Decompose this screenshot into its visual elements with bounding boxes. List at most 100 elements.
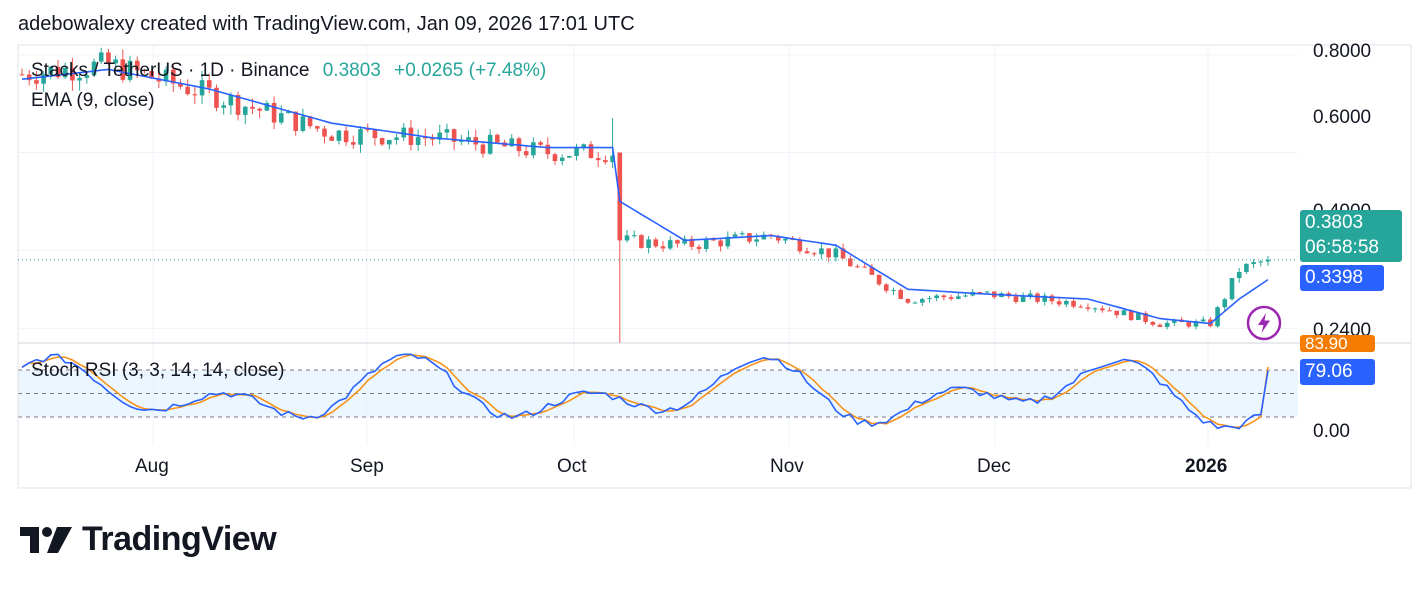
- candle-up: [783, 238, 788, 241]
- rsi-value-tag: 79.06: [1300, 359, 1375, 385]
- candle-down: [718, 240, 723, 247]
- candle-up: [1200, 319, 1206, 322]
- candle-down: [876, 274, 882, 285]
- time-label: Aug: [135, 456, 169, 477]
- candle-down: [603, 160, 608, 163]
- candle-down: [826, 248, 831, 258]
- candle-up: [1265, 259, 1271, 262]
- candle-down: [545, 144, 551, 155]
- candle-up: [703, 239, 709, 249]
- candle-up: [286, 111, 291, 114]
- candle-up: [984, 291, 990, 293]
- candle-down: [711, 239, 716, 241]
- candle-up: [300, 116, 306, 131]
- time-label: Oct: [557, 456, 587, 477]
- candle-up: [912, 302, 918, 304]
- candle-down: [639, 235, 644, 248]
- candle-up: [1229, 278, 1235, 300]
- candle-up: [1164, 322, 1170, 327]
- candle-down: [142, 70, 147, 72]
- symbol-name[interactable]: Stacks / TetherUS · 1D · Binance: [31, 60, 310, 81]
- candle-down: [977, 292, 983, 294]
- candle-down: [797, 239, 803, 252]
- candle-down: [250, 106, 255, 109]
- grid: [18, 45, 1298, 445]
- candle-up: [1236, 272, 1242, 279]
- candle-up: [1172, 319, 1177, 323]
- price-tick: 0.8000: [1313, 41, 1372, 62]
- candle-down: [1049, 295, 1055, 302]
- candle-up: [1121, 310, 1127, 316]
- candle-down: [523, 151, 529, 156]
- candle-up: [725, 236, 731, 247]
- candle-down: [120, 59, 126, 80]
- candle-up: [84, 75, 90, 78]
- candle-up: [358, 129, 363, 145]
- candle-up: [415, 137, 421, 145]
- candle-down: [178, 83, 183, 87]
- candle-up: [1064, 300, 1069, 305]
- candle-down: [1100, 308, 1105, 311]
- candle-down: [307, 116, 313, 127]
- candle-up: [819, 248, 824, 255]
- candle-up: [754, 239, 759, 242]
- candle-up: [1042, 295, 1048, 302]
- candle-up: [1251, 262, 1256, 264]
- rsi-tick: 0.00: [1313, 421, 1350, 442]
- legend-ema[interactable]: EMA (9, close): [31, 90, 155, 111]
- candle-up: [833, 248, 839, 258]
- candle-down: [372, 129, 378, 139]
- candle-up: [1028, 293, 1033, 296]
- legend-change: +0.0265 (+7.48%): [394, 60, 547, 81]
- legend-stoch-rsi[interactable]: Stoch RSI (3, 3, 14, 14, close): [31, 360, 285, 381]
- candle-down: [106, 52, 111, 64]
- candle-down: [379, 138, 385, 145]
- tradingview-logo-text: TradingView: [82, 520, 277, 558]
- candle-down: [675, 240, 680, 244]
- candle-down: [1157, 324, 1163, 327]
- candle-down: [552, 154, 558, 161]
- stoch-k-line: [21, 353, 1269, 430]
- candle-up: [761, 234, 767, 240]
- candle-down: [1143, 313, 1148, 322]
- candle-up: [91, 61, 97, 76]
- candle-down: [192, 94, 198, 96]
- candle-up: [646, 239, 651, 248]
- candle-up: [466, 137, 471, 141]
- candle-down: [495, 134, 500, 143]
- candle-up: [228, 95, 234, 106]
- candle-down: [811, 253, 817, 255]
- candle-up: [444, 129, 450, 133]
- candle-up: [1020, 295, 1026, 302]
- candle-down: [314, 126, 320, 129]
- chart-border: [17, 44, 1412, 489]
- candle-up: [387, 139, 392, 145]
- candle-down: [34, 80, 39, 84]
- last-price-tag: 0.3803 06:58:58: [1300, 210, 1402, 262]
- candle-down: [430, 138, 435, 140]
- time-label: Dec: [977, 456, 1011, 477]
- candle-up: [732, 234, 738, 237]
- candle-up: [41, 74, 46, 84]
- candle-down: [170, 69, 176, 84]
- tradingview-logo[interactable]: TradingView: [20, 520, 277, 559]
- candle-up: [394, 137, 399, 140]
- candle-up: [934, 295, 939, 299]
- candle-up: [963, 295, 968, 297]
- candle-down: [149, 71, 154, 79]
- candle-down: [293, 111, 298, 131]
- candle-up: [401, 127, 407, 138]
- candle-down: [1056, 301, 1062, 305]
- countdown-timer: 06:58:58: [1305, 237, 1379, 258]
- legend-symbol-row: Stacks / TetherUS · 1D · Binance 0.3803 …: [31, 60, 546, 82]
- candle-up: [264, 102, 270, 111]
- candle-up: [1222, 299, 1228, 308]
- candle-down: [847, 258, 853, 267]
- lightning-icon[interactable]: [1245, 304, 1283, 342]
- candle-up: [278, 113, 284, 123]
- candle-down: [883, 284, 889, 291]
- candle-down: [1035, 293, 1040, 302]
- ema-value-tag: 0.3398: [1300, 265, 1384, 291]
- candle-up: [574, 147, 579, 156]
